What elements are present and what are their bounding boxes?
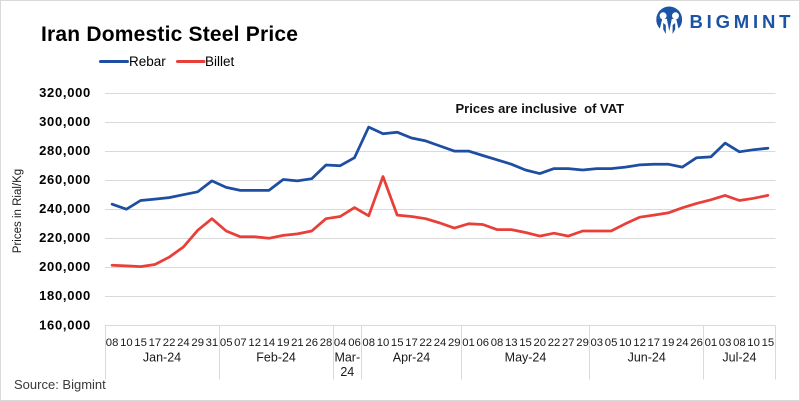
svg-text:Jun-24: Jun-24	[628, 351, 666, 365]
svg-text:08: 08	[491, 337, 504, 349]
svg-text:20: 20	[534, 337, 547, 349]
svg-text:29: 29	[448, 337, 461, 349]
svg-text:Apr-24: Apr-24	[393, 351, 431, 365]
svg-text:26: 26	[690, 337, 703, 349]
svg-text:29: 29	[191, 337, 204, 349]
svg-text:22: 22	[163, 337, 176, 349]
svg-text:Mar-: Mar-	[334, 351, 360, 365]
svg-text:12: 12	[633, 337, 646, 349]
svg-text:Jul-24: Jul-24	[722, 351, 756, 365]
svg-text:28: 28	[320, 337, 333, 349]
svg-text:May-24: May-24	[505, 351, 547, 365]
svg-text:Prices are inclusive of VAT: Prices are inclusive of VAT	[456, 101, 625, 116]
svg-text:Rebar: Rebar	[129, 54, 166, 69]
svg-text:22: 22	[419, 337, 432, 349]
svg-text:14: 14	[263, 337, 276, 349]
svg-text:12: 12	[248, 337, 261, 349]
svg-text:17: 17	[149, 337, 162, 349]
svg-text:27: 27	[562, 337, 575, 349]
svg-text:10: 10	[377, 337, 390, 349]
svg-text:24: 24	[676, 337, 689, 349]
svg-text:08: 08	[733, 337, 746, 349]
svg-text:280,000: 280,000	[39, 143, 91, 158]
svg-text:220,000: 220,000	[39, 230, 91, 245]
svg-text:320,000: 320,000	[39, 85, 91, 100]
svg-text:26: 26	[305, 337, 318, 349]
svg-text:01: 01	[462, 337, 475, 349]
svg-text:Feb-24: Feb-24	[256, 351, 296, 365]
svg-text:Prices in Rial/Kg: Prices in Rial/Kg	[12, 169, 24, 253]
svg-text:24: 24	[340, 365, 354, 379]
svg-text:08: 08	[106, 337, 119, 349]
svg-text:22: 22	[548, 337, 561, 349]
svg-text:Jan-24: Jan-24	[143, 351, 181, 365]
svg-text:BIGMINT: BIGMINT	[690, 11, 795, 32]
svg-text:15: 15	[134, 337, 147, 349]
svg-text:06: 06	[477, 337, 490, 349]
svg-text:24: 24	[434, 337, 447, 349]
svg-text:06: 06	[348, 337, 361, 349]
svg-text:03: 03	[719, 337, 732, 349]
svg-text:15: 15	[391, 337, 404, 349]
svg-text:17: 17	[405, 337, 418, 349]
svg-text:240,000: 240,000	[39, 201, 91, 216]
svg-text:Billet: Billet	[205, 54, 235, 69]
svg-text:Iran Domestic Steel Price: Iran Domestic Steel Price	[41, 23, 298, 46]
svg-text:01: 01	[705, 337, 718, 349]
svg-text:10: 10	[120, 337, 133, 349]
svg-text:15: 15	[519, 337, 532, 349]
svg-text:08: 08	[362, 337, 375, 349]
svg-text:29: 29	[576, 337, 589, 349]
svg-text:200,000: 200,000	[39, 259, 91, 274]
svg-text:05: 05	[220, 337, 233, 349]
svg-text:17: 17	[648, 337, 661, 349]
svg-text:13: 13	[505, 337, 518, 349]
svg-text:07: 07	[234, 337, 247, 349]
svg-text:04: 04	[334, 337, 347, 349]
svg-text:05: 05	[605, 337, 618, 349]
svg-text:19: 19	[662, 337, 675, 349]
svg-text:21: 21	[291, 337, 304, 349]
svg-text:300,000: 300,000	[39, 114, 91, 129]
svg-text:15: 15	[762, 337, 775, 349]
svg-text:Source: Bigmint: Source: Bigmint	[14, 377, 106, 392]
svg-text:260,000: 260,000	[39, 172, 91, 187]
svg-text:03: 03	[591, 337, 604, 349]
svg-text:31: 31	[206, 337, 219, 349]
svg-text:10: 10	[747, 337, 760, 349]
svg-text:24: 24	[177, 337, 190, 349]
svg-text:19: 19	[277, 337, 290, 349]
svg-text:10: 10	[619, 337, 632, 349]
svg-text:180,000: 180,000	[39, 288, 91, 303]
svg-text:160,000: 160,000	[39, 317, 91, 332]
